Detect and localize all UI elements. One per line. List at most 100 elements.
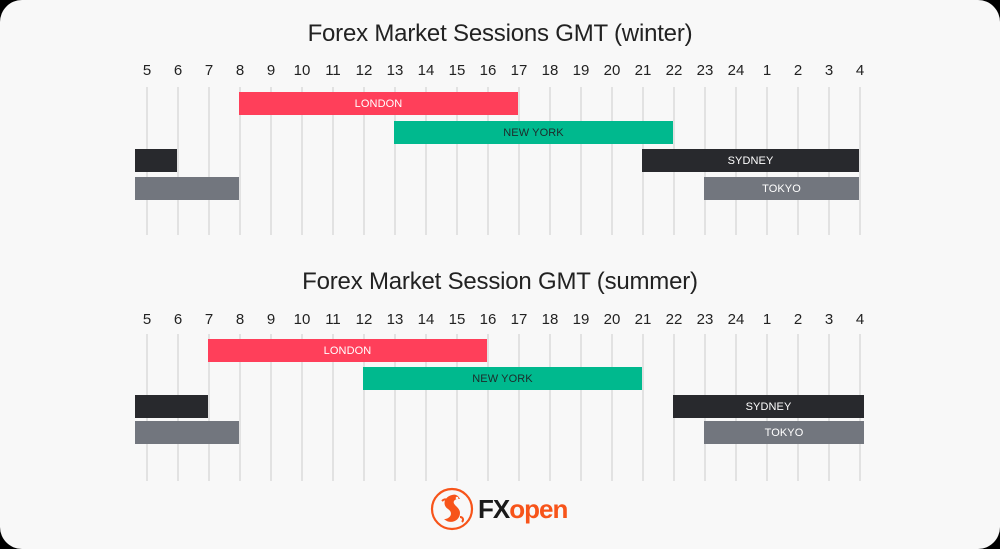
x-tick-label: 17 [510,311,528,328]
x-tick-label: 3 [824,62,834,79]
x-tick-label: 5 [142,62,152,79]
x-tick-label: 14 [417,311,435,328]
gridline [301,87,303,235]
gridline [518,334,520,481]
x-tick-label: 16 [479,311,497,328]
x-tick-label: 9 [266,311,276,328]
x-tick-label: 8 [235,311,245,328]
x-tick-label: 20 [603,62,621,79]
gridline [425,87,427,235]
x-tick-label: 24 [727,62,745,79]
gridline [208,334,210,481]
session-bar-label: NEW YORK [503,126,564,139]
gridline [549,87,551,235]
session-bar-label: TOKYO [762,182,801,195]
x-tick-label: 9 [266,62,276,79]
gridline [518,87,520,235]
session-bar-label: NEW YORK [472,372,533,385]
gridline [394,87,396,235]
session-bar-new-york: NEW YORK [394,121,673,144]
dragon-emblem-icon [430,487,474,531]
gridline [301,334,303,481]
x-tick-label: 2 [793,62,803,79]
x-tick-label: 17 [510,62,528,79]
x-tick-label: 21 [634,311,652,328]
gridline [580,334,582,481]
gridline [363,87,365,235]
x-tick-label: 1 [762,62,772,79]
gridline [177,87,179,235]
gridline [642,334,644,481]
x-tick-label: 2 [793,311,803,328]
x-tick-label: 22 [665,62,683,79]
summer-chart-title: Forex Market Session GMT (summer) [302,268,698,295]
gridline [611,87,613,235]
session-bar-tokyo: TOKYO [704,421,864,444]
x-tick-label: 11 [325,62,341,79]
x-tick-label: 7 [204,62,214,79]
x-tick-label: 23 [696,311,714,328]
session-bar-london: LONDON [208,339,487,362]
gridline [549,334,551,481]
x-tick-label: 19 [572,311,590,328]
x-tick-label: 21 [634,62,652,79]
gridline [456,334,458,481]
x-tick-label: 16 [479,62,497,79]
session-bar-continuation [135,149,177,172]
x-tick-label: 5 [142,311,152,328]
x-tick-label: 6 [173,62,183,79]
session-bar-continuation [135,177,239,200]
gridline [332,87,334,235]
x-tick-label: 11 [325,311,341,328]
x-tick-label: 7 [204,311,214,328]
session-bar-label: SYDNEY [745,400,792,413]
x-tick-label: 14 [417,62,435,79]
x-tick-label: 22 [665,311,683,328]
session-bar-label: LONDON [323,344,372,357]
gridline [270,334,272,481]
x-tick-label: 4 [855,62,865,79]
x-tick-label: 23 [696,62,714,79]
session-bar-london: LONDON [239,92,518,115]
gridline [239,87,241,235]
logo-text-open: open [509,493,568,524]
gridline [394,334,396,481]
x-tick-label: 3 [824,311,834,328]
x-tick-label: 12 [355,62,373,79]
gridline [270,87,272,235]
x-tick-label: 6 [173,311,183,328]
session-bar-new-york: NEW YORK [363,367,642,390]
gridline [332,334,334,481]
gridline [580,87,582,235]
gridline [859,87,861,235]
session-bar-label: TOKYO [764,426,804,439]
x-tick-label: 1 [762,311,772,328]
gridline [487,87,489,235]
fxopen-logo: FXopen [430,486,568,532]
x-tick-label: 10 [293,311,311,328]
session-bar-tokyo: TOKYO [704,177,859,200]
gridline [208,87,210,235]
x-tick-label: 13 [386,311,404,328]
x-tick-label: 18 [541,311,559,328]
gridline [611,334,613,481]
x-tick-label: 13 [386,62,404,79]
x-tick-label: 15 [448,62,466,79]
x-tick-label: 19 [572,62,590,79]
x-tick-label: 8 [235,62,245,79]
x-tick-label: 15 [448,311,466,328]
gridline [456,87,458,235]
session-bar-continuation [135,421,239,444]
gridline [363,334,365,481]
x-tick-label: 18 [541,62,559,79]
session-bar-label: SYDNEY [727,154,774,167]
x-tick-label: 12 [355,311,373,328]
gridline [425,334,427,481]
x-tick-label: 20 [603,311,621,328]
session-bar-continuation [135,395,208,418]
gridline [239,334,241,481]
gridline [487,334,489,481]
x-tick-label: 24 [727,311,745,328]
session-bar-sydney: SYDNEY [673,395,864,418]
